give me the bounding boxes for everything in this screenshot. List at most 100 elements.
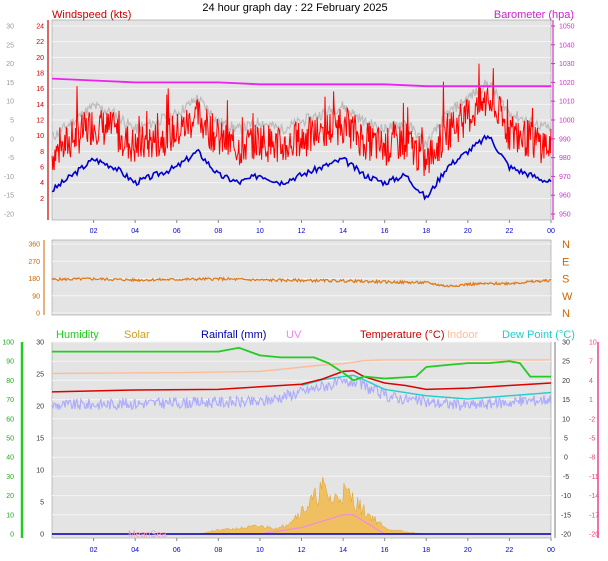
baro-axis-title: Barometer (hpa) xyxy=(494,9,574,21)
temp-outer-tick-label: -14 xyxy=(589,493,599,500)
wind-outer-tick-label: 25 xyxy=(6,42,14,49)
wind-tick-label: 6 xyxy=(40,165,44,172)
wind-tick-label: 8 xyxy=(40,149,44,156)
temp-outer-tick-label: -20 xyxy=(589,532,599,539)
humidity-tick-label: 60 xyxy=(6,416,14,423)
wind-tick-label: 10 xyxy=(36,133,44,140)
wind-outer-tick-label: -5 xyxy=(8,155,14,162)
temp-outer-tick-label: -2 xyxy=(589,416,595,423)
wind-outer-tick-label: -15 xyxy=(4,193,14,200)
humidity-tick-label: 90 xyxy=(6,359,14,366)
direction-tick-label: 180 xyxy=(28,276,40,283)
wind-outer-tick-label: 15 xyxy=(6,80,14,87)
time-tick-label: 02 xyxy=(90,228,98,235)
time-tick-label: 22 xyxy=(506,228,514,235)
humidity-tick-label: 40 xyxy=(6,455,14,462)
temp-tick-label: 30 xyxy=(562,340,570,347)
rainfall-legend-label: Rainfall (mm) xyxy=(201,329,266,341)
wind-tick-label: 18 xyxy=(36,71,44,78)
time-tick-label-bottom: 18 xyxy=(422,547,430,554)
time-tick-label: 20 xyxy=(464,228,472,235)
time-tick-label: 18 xyxy=(422,228,430,235)
solar-legend-label: Solar xyxy=(124,329,150,341)
panel-direction-background xyxy=(51,239,552,316)
wind-tick-label: 2 xyxy=(40,196,44,203)
baro-tick-label: 1010 xyxy=(559,99,575,106)
humidity-tick-label: 20 xyxy=(6,493,14,500)
time-tick-label-bottom: 08 xyxy=(214,547,222,554)
temp-tick-label: -10 xyxy=(561,493,571,500)
temp-outer-tick-label: -17 xyxy=(589,512,599,519)
wind-outer-tick-label: 10 xyxy=(6,99,14,106)
temp-tick-label: 20 xyxy=(562,378,570,385)
humidity-tick-label: 10 xyxy=(6,512,14,519)
dewpoint-legend-label: Dew Point (°C) xyxy=(502,329,575,341)
baro-tick-label: 1020 xyxy=(559,80,575,87)
wind-tick-label: 14 xyxy=(36,102,44,109)
indoor-legend-label: Indoor xyxy=(447,329,479,341)
time-tick-label: 06 xyxy=(173,228,181,235)
dewpoint-light-series-line xyxy=(51,376,552,411)
humidity-tick-label: 80 xyxy=(6,378,14,385)
direction-tick-label: 0 xyxy=(36,311,40,318)
mid-tick-label: 30 xyxy=(36,340,44,347)
baro-tick-label: 980 xyxy=(559,155,571,162)
mid-tick-label: 0 xyxy=(40,532,44,539)
temp-tick-label: 15 xyxy=(562,397,570,404)
temp-tick-label: 25 xyxy=(562,359,570,366)
footer-label: MeanSea xyxy=(128,529,167,539)
direction-tick-label: 360 xyxy=(28,242,40,249)
indoor-series-line xyxy=(51,359,551,375)
uv-legend-label: UV xyxy=(286,329,302,341)
wind-tick-label: 24 xyxy=(36,24,44,31)
temperature-legend-label: Temperature (°C) xyxy=(360,329,444,341)
temp-outer-tick-label: 7 xyxy=(589,359,593,366)
wind-direction-series-line xyxy=(51,276,552,288)
mid-tick-label: 20 xyxy=(36,404,44,411)
time-tick-label-bottom: 10 xyxy=(256,547,264,554)
temp-outer-tick-label: -11 xyxy=(589,474,599,481)
time-tick-label: 12 xyxy=(298,228,306,235)
humidity-tick-label: 70 xyxy=(6,397,14,404)
temp-outer-tick-label: -8 xyxy=(589,455,595,462)
temp-outer-tick-label: 1 xyxy=(589,397,593,404)
wind-outer-tick-label: -10 xyxy=(4,174,14,181)
wind-outer-tick-label: -20 xyxy=(4,212,14,219)
time-tick-label: 16 xyxy=(381,228,389,235)
compass-label: E xyxy=(562,256,569,268)
wind-tick-label: 4 xyxy=(40,180,44,187)
baro-tick-label: 990 xyxy=(559,136,571,143)
humidity-series-line xyxy=(52,346,551,382)
temp-tick-label: 0 xyxy=(564,455,568,462)
panel-multi-background xyxy=(51,341,552,539)
temperature-series-line xyxy=(51,370,552,393)
page-title: 24 hour graph day : 22 February 2025 xyxy=(202,2,387,14)
time-tick-label-bottom: 04 xyxy=(131,547,139,554)
barometer-series-line xyxy=(51,77,551,88)
temp-tick-label: 5 xyxy=(564,436,568,443)
wind-tick-label: 12 xyxy=(36,118,44,125)
wind-tick-label: 22 xyxy=(36,39,44,46)
compass-label: S xyxy=(562,274,569,286)
baro-tick-label: 1030 xyxy=(559,61,575,68)
time-tick-label-bottom: 16 xyxy=(381,547,389,554)
average-wind-series-line xyxy=(51,134,552,201)
mid-tick-label: 25 xyxy=(36,372,44,379)
temp-outer-tick-label: 10 xyxy=(589,340,597,347)
time-tick-label-bottom: 02 xyxy=(90,547,98,554)
humidity-tick-label: 30 xyxy=(6,474,14,481)
wind-outer-tick-label: 0 xyxy=(10,136,14,143)
baro-tick-label: 950 xyxy=(559,212,571,219)
direction-tick-label: 90 xyxy=(32,293,40,300)
mid-tick-label: 15 xyxy=(36,436,44,443)
uv-series-line xyxy=(52,514,551,535)
humidity-tick-label: 0 xyxy=(10,532,14,539)
time-tick-label: 00 xyxy=(547,228,555,235)
humidity-tick-label: 50 xyxy=(6,436,14,443)
time-tick-label-bottom: 06 xyxy=(173,547,181,554)
compass-label: N xyxy=(562,308,570,320)
dewpoint-series-line xyxy=(301,374,551,400)
baro-tick-label: 1040 xyxy=(559,42,575,49)
